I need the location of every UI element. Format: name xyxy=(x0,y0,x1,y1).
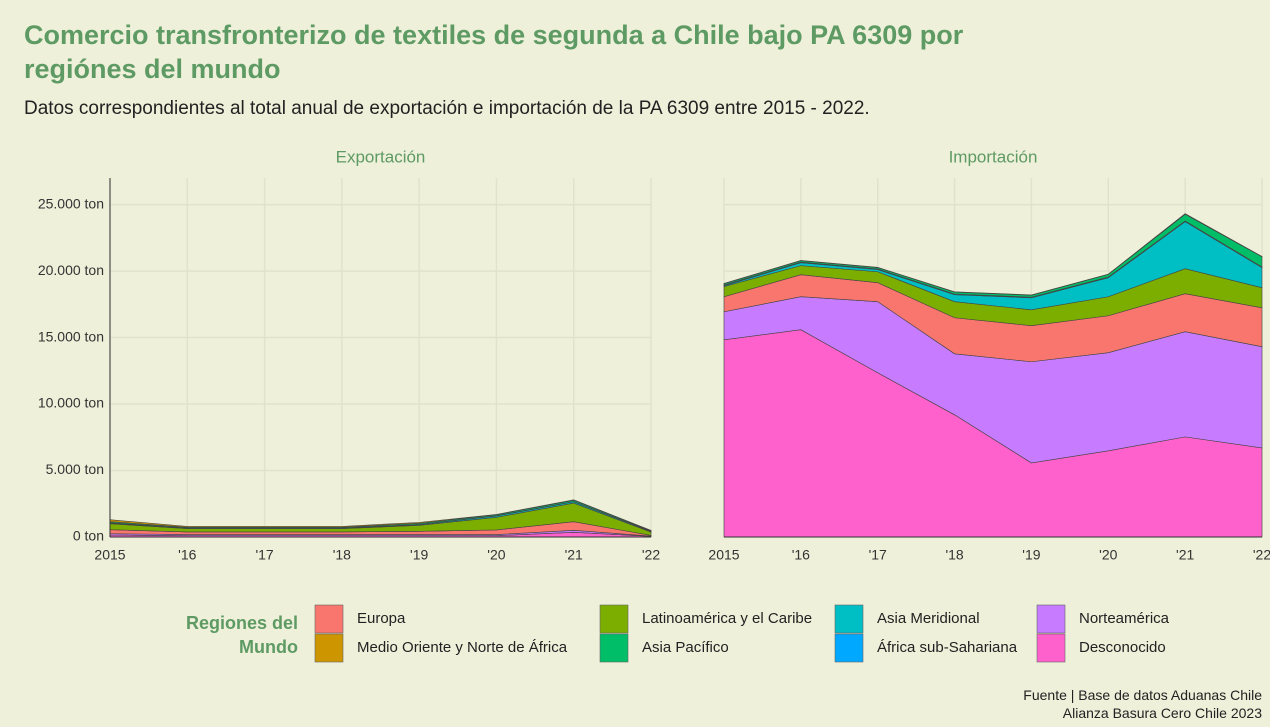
legend-label: Asia Pacífico xyxy=(642,639,729,656)
x-tick-label: '21 xyxy=(1176,547,1194,563)
legend-label: Latinoamérica y el Caribe xyxy=(642,610,812,627)
legend-swatch xyxy=(1036,633,1066,663)
panel-title: Exportación xyxy=(336,147,426,166)
x-tick-label: '16 xyxy=(178,547,196,563)
x-tick-label: '22 xyxy=(1253,547,1270,563)
y-tick-label: 5.000 ton xyxy=(46,461,104,477)
area xyxy=(723,213,1263,296)
x-tick-label: '19 xyxy=(410,547,428,563)
y-tick-label: 0 ton xyxy=(73,528,104,544)
legend-label: Asia Meridional xyxy=(877,610,980,627)
credit: Alianza Basura Cero Chile 2023 xyxy=(1062,705,1262,721)
legend-swatch xyxy=(834,604,864,634)
y-tick-label: 10.000 ton xyxy=(38,395,104,411)
area xyxy=(109,499,652,532)
x-tick-label: '19 xyxy=(1022,547,1040,563)
y-tick-label: 25.000 ton xyxy=(38,195,104,211)
x-tick-label: '22 xyxy=(642,547,660,563)
legend-swatch xyxy=(599,633,629,663)
legend-swatch xyxy=(599,604,629,634)
x-tick-label: '20 xyxy=(1099,547,1117,563)
x-tick-label: '20 xyxy=(487,547,505,563)
x-tick-label: '18 xyxy=(333,547,351,563)
legend-swatch xyxy=(314,604,344,634)
legend-swatch xyxy=(314,633,344,663)
x-tick-label: '18 xyxy=(945,547,963,563)
x-tick-label: '16 xyxy=(792,547,810,563)
x-tick-label: 2015 xyxy=(94,547,125,563)
y-tick-label: 15.000 ton xyxy=(38,328,104,344)
legend-label: Norteamérica xyxy=(1079,610,1170,627)
source: Fuente | Base de datos Aduanas Chile xyxy=(1023,687,1262,703)
legend-swatch xyxy=(1036,604,1066,634)
y-tick-label: 20.000 ton xyxy=(38,262,104,278)
subtitle: Datos correspondientes al total anual de… xyxy=(24,98,870,119)
title: Comercio transfronterizo de textiles de … xyxy=(24,20,964,84)
legend-label: África sub-Sahariana xyxy=(877,639,1018,656)
legend-title: Regiones del Mundo xyxy=(185,613,298,657)
legend-label: Desconocido xyxy=(1079,639,1166,656)
legend-swatch xyxy=(834,633,864,663)
x-tick-label: 2015 xyxy=(708,547,739,563)
panel-title: Importación xyxy=(949,147,1038,166)
legend-label: Medio Oriente y Norte de África xyxy=(357,639,568,656)
x-tick-label: '17 xyxy=(255,547,273,563)
x-tick-label: '17 xyxy=(869,547,887,563)
x-tick-label: '21 xyxy=(565,547,583,563)
legend-label: Europa xyxy=(357,610,406,627)
